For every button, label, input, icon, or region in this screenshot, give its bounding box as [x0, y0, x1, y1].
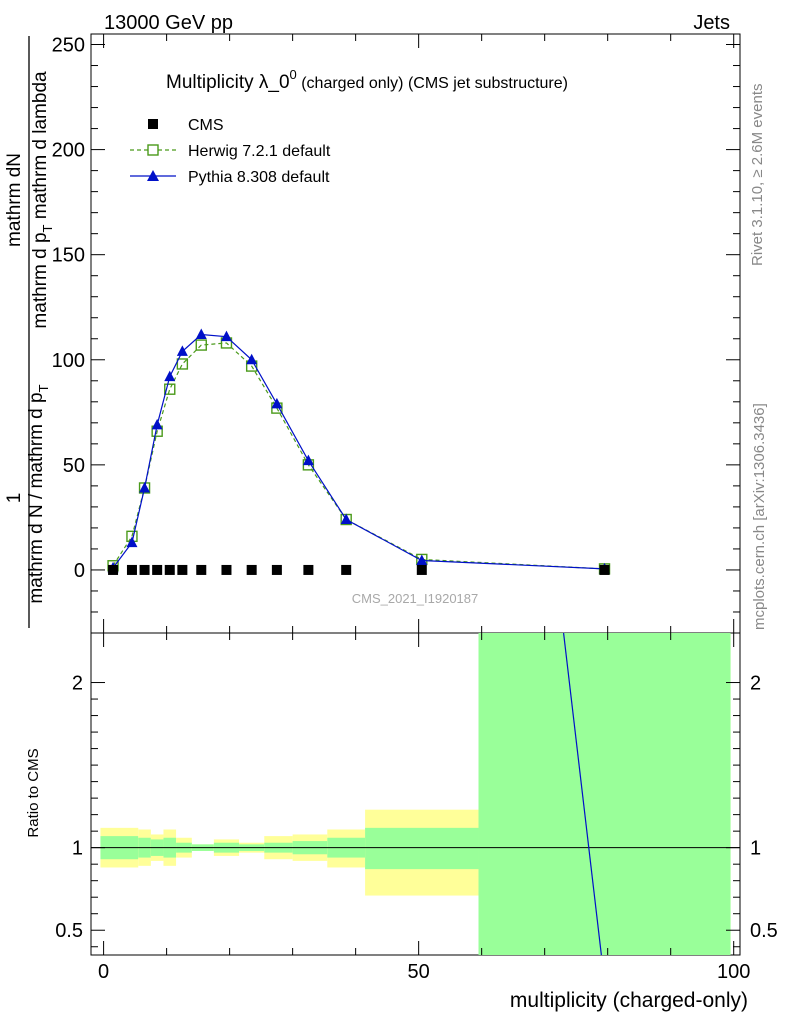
title-main: Multiplicity λ_0 [166, 72, 290, 93]
cms-point [271, 564, 282, 575]
legend-label-herwig: Herwig 7.2.1 default [188, 143, 331, 160]
y-label-numerator: mathrm dN [4, 153, 25, 247]
main-y-tick-label: 150 [52, 245, 85, 267]
pythia-point [176, 345, 188, 356]
y-label-lower: mathrm d N / mathrm d pT [26, 384, 51, 603]
y-label-den-prefix: mathrm d p [30, 232, 51, 328]
ratio-y-tick-label-right: 0.5 [750, 920, 778, 942]
cms-point [303, 564, 314, 575]
ratio-y-tick-label: 1 [72, 838, 83, 860]
legend-marker-cms [148, 119, 158, 129]
pythia-line [112, 333, 605, 570]
energy-label: 13000 GeV pp [104, 12, 233, 34]
pythia-point [271, 397, 283, 409]
pythia-point [246, 353, 258, 365]
cms-point [246, 564, 257, 575]
mcplots-label: mcplots.cern.ch [arXiv:1306.3436] [751, 403, 768, 630]
pythia-point [151, 418, 163, 430]
main-y-tick-label: 250 [52, 35, 85, 57]
ratio-panel-frame [90, 632, 741, 956]
y-label-den-sub: T [40, 224, 55, 232]
main-y-tick-label: 200 [52, 140, 85, 162]
legend: CMS Herwig 7.2.1 default Pythia 8.308 de… [130, 117, 331, 186]
cms-point [221, 564, 232, 575]
pythia-point [340, 513, 352, 525]
rivet-version-label: Rivet 3.1.10, ≥ 2.6M events [749, 84, 766, 267]
x-tick-label: 100 [717, 961, 750, 983]
pythia-point [139, 481, 151, 493]
cms-point [164, 564, 175, 575]
y-label-one: 1 [4, 493, 25, 504]
x-tick-label: 0 [98, 961, 109, 983]
x-ticks: 0 50 100 [98, 34, 750, 983]
legend-marker-herwig [147, 144, 159, 156]
main-y-tick-label: 50 [63, 455, 85, 477]
cms-point [196, 564, 207, 575]
ratio-curve-pythia [562, 632, 602, 956]
ratio-y-tick-label: 0.5 [55, 920, 83, 942]
legend-label-cms: CMS [188, 117, 224, 134]
ratio-curve-group [562, 632, 602, 956]
y-label-lower-sub: T [36, 384, 51, 392]
category-label: Jets [693, 12, 730, 34]
series-cms [108, 564, 610, 575]
ratio-uncertainty-bands [100, 633, 731, 955]
y-label-lower-text: mathrm d N / mathrm d p [26, 392, 47, 603]
main-y-tick-label: 100 [52, 350, 85, 372]
pythia-point [195, 328, 207, 340]
ratio-band-inner [365, 827, 479, 870]
ratio-y-tick-label: 2 [72, 673, 83, 695]
herwig-point [195, 339, 207, 351]
ratio-y-tick-label-right: 2 [750, 673, 761, 695]
pythia-point [126, 536, 138, 548]
cms-point [152, 564, 163, 575]
title-suffix: (charged only) (CMS jet substructure) [297, 75, 568, 92]
pythia-point [416, 554, 428, 565]
herwig-point [176, 358, 189, 370]
series-herwig [107, 337, 611, 575]
main-y-axis-label: 1 mathrm dN mathrm d pT mathrm d lambda … [4, 36, 55, 628]
herwig-line [112, 342, 605, 570]
series-pythia [107, 328, 611, 574]
y-label-denominator: mathrm d pT mathrm d lambda [30, 71, 55, 329]
cms-point [416, 564, 427, 575]
cms-point [139, 564, 150, 575]
ratio-y-axis-label: Ratio to CMS [25, 748, 42, 837]
cms-point [126, 564, 137, 575]
y-label-den-suffix: mathrm d lambda [30, 71, 51, 225]
legend-label-pythia: Pythia 8.308 default [188, 169, 330, 186]
cms-point [599, 564, 610, 575]
pythia-point [220, 330, 232, 342]
analysis-watermark: CMS_2021_I1920187 [352, 591, 479, 606]
cms-point [177, 564, 188, 575]
title-superscript: 0 [290, 67, 297, 82]
plot-title: Multiplicity λ_00 (charged only) (CMS je… [166, 67, 568, 93]
main-y-tick-label: 0 [74, 560, 85, 582]
pythia-point [164, 370, 176, 382]
ratio-band-inner [478, 633, 731, 955]
legend-marker-pythia [147, 170, 159, 181]
x-axis-label: multiplicity (charged-only) [510, 989, 748, 1012]
ratio-y-tick-label-right: 1 [750, 838, 761, 860]
main-y-ticks: 0 50 100 150 200 250 [52, 35, 740, 634]
pythia-point [302, 454, 314, 466]
cms-point [108, 564, 119, 575]
herwig-point [164, 383, 176, 395]
ratio-y-ticks: 0.5 0.5 1 1 2 2 [55, 673, 778, 948]
x-tick-label: 50 [408, 961, 430, 983]
cms-point [341, 564, 352, 575]
